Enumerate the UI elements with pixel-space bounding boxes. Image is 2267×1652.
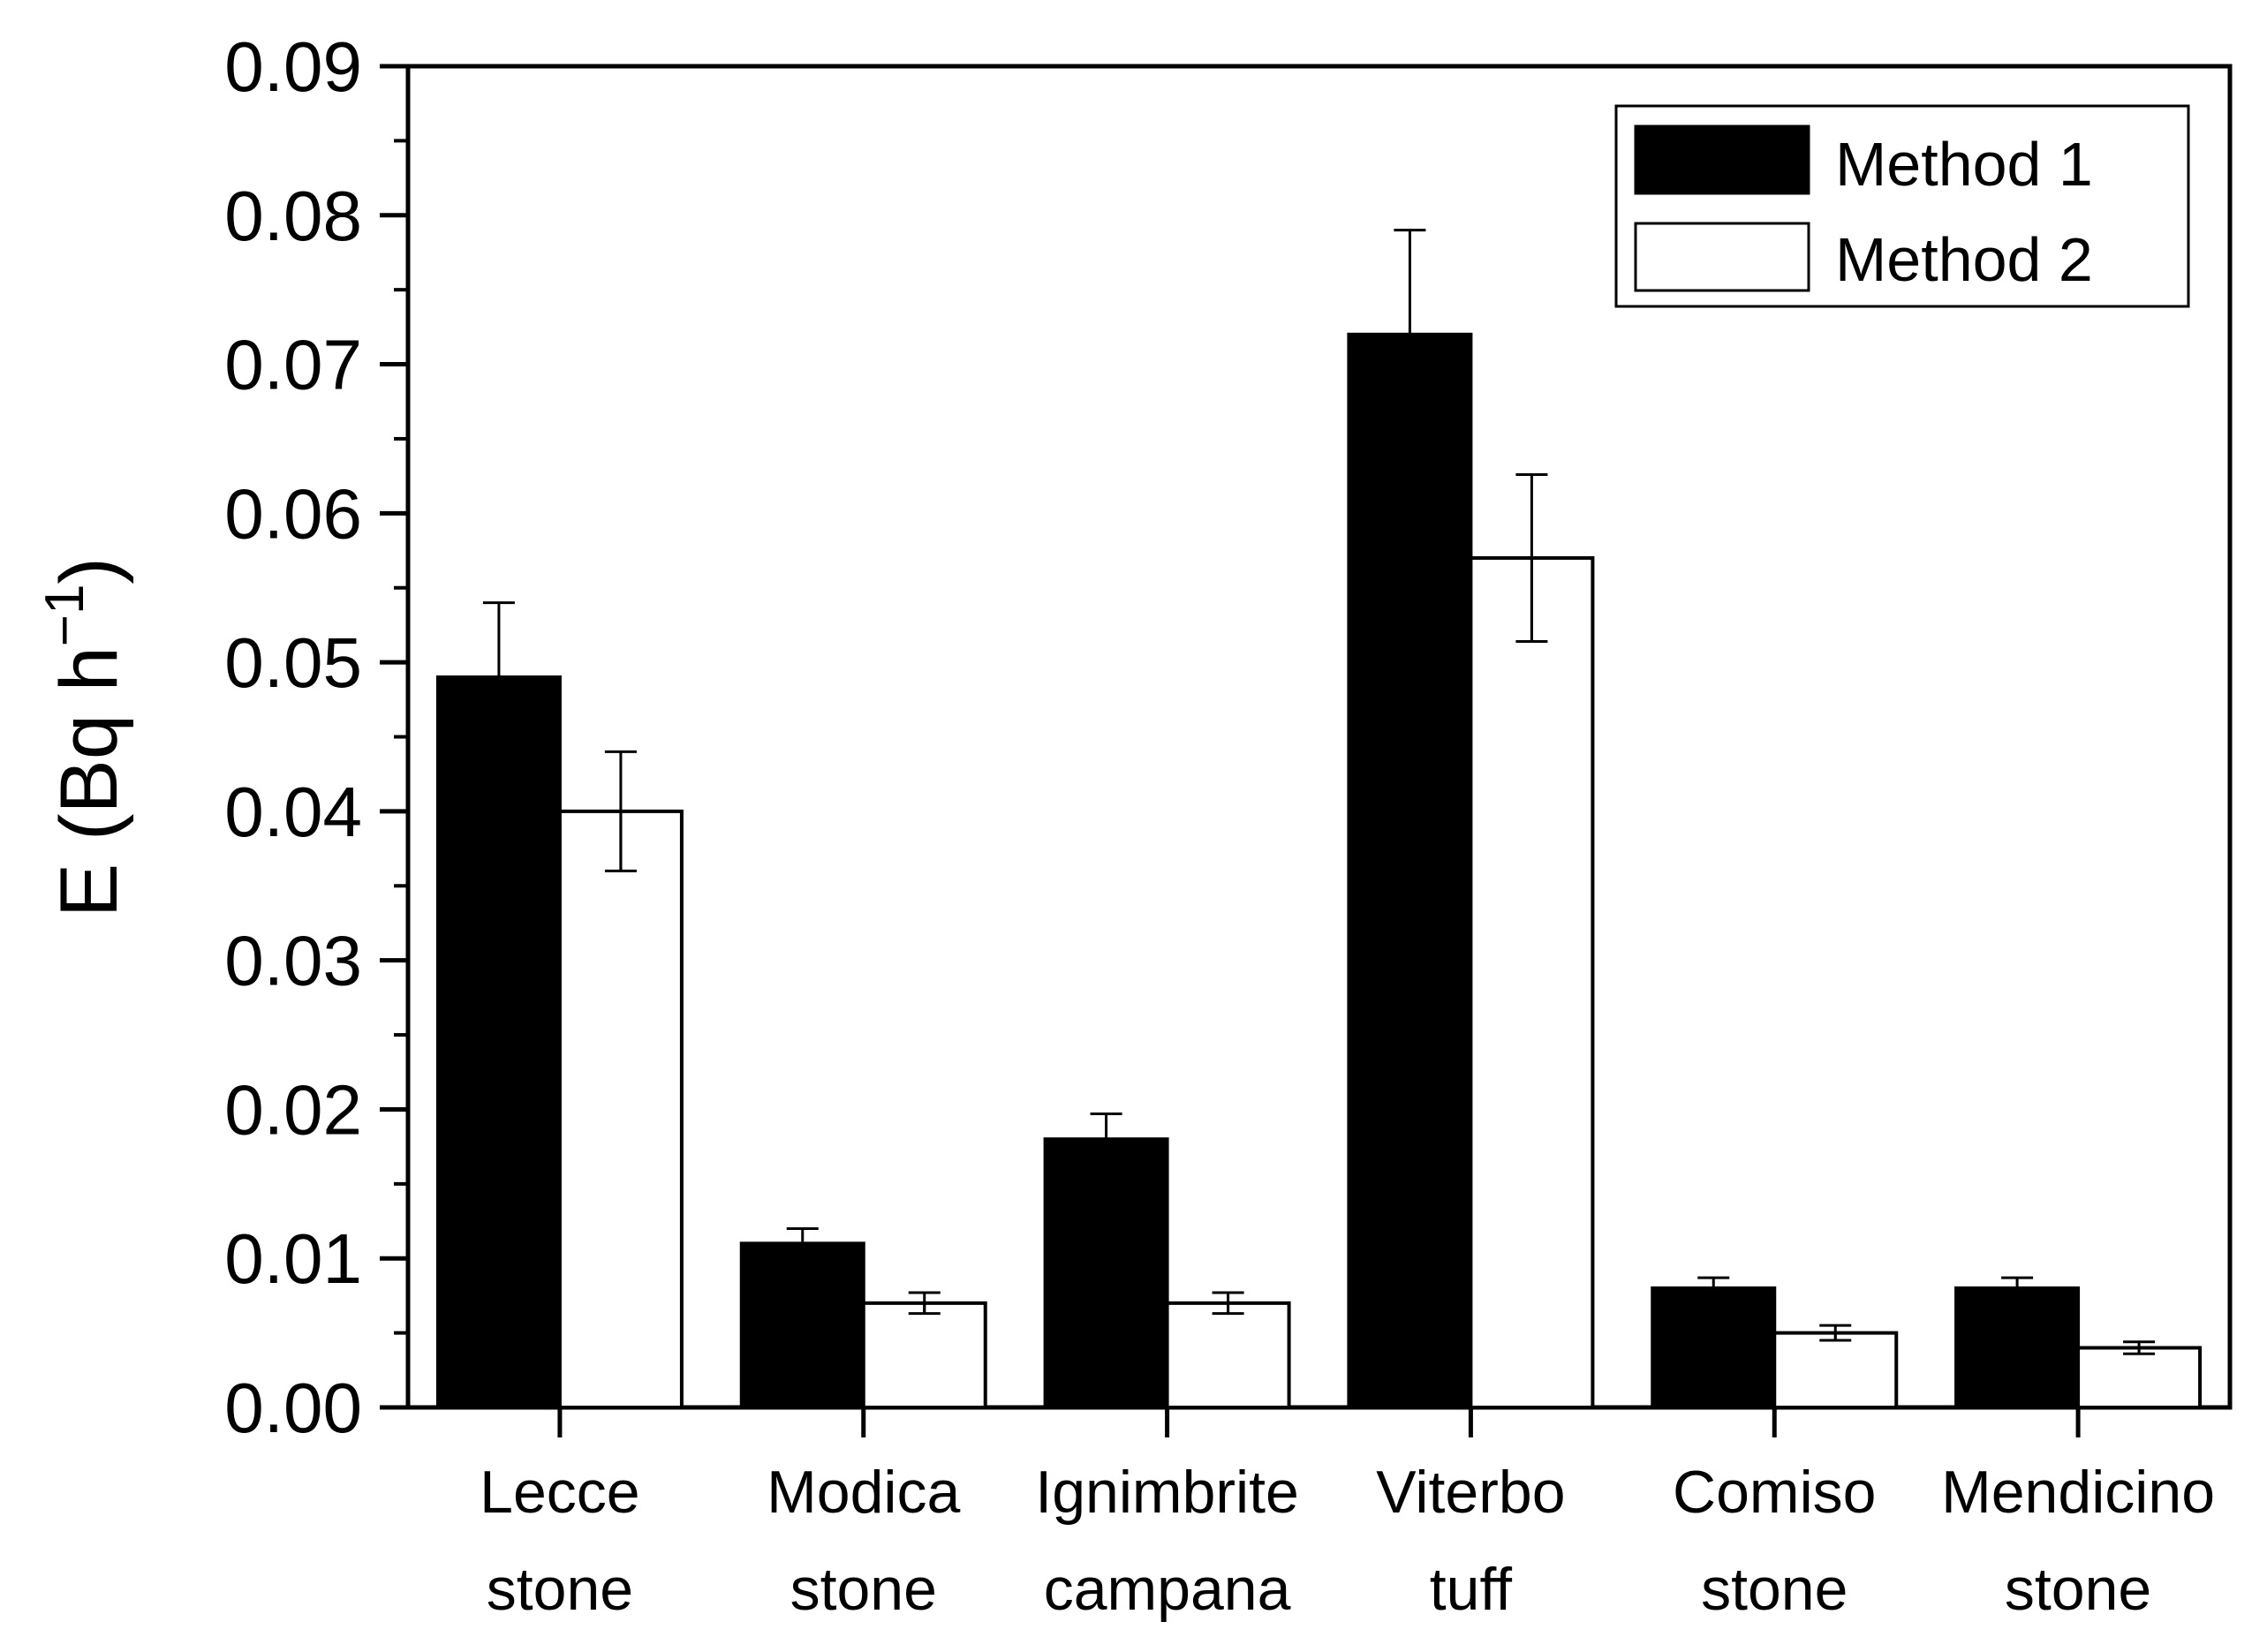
bars bbox=[435, 332, 2203, 1410]
category-labels: Lecce stone Modica stone Ignimbrite campana Vi… bbox=[480, 1459, 2215, 1623]
x-tick-label: Comiso bbox=[1673, 1459, 1877, 1526]
x-tick-label: campana bbox=[1044, 1556, 1291, 1623]
legend: Method 1 Method 2 bbox=[1614, 104, 2190, 308]
bar-method-2 bbox=[1165, 1301, 1291, 1410]
legend-label-method-2: Method 2 bbox=[1835, 225, 2093, 294]
bar-method-1 bbox=[1651, 1286, 1777, 1409]
x-tick-label: stone bbox=[2005, 1556, 2151, 1623]
y-tick-label: 0.06 bbox=[224, 474, 362, 553]
x-tick-label: Ignimbrite bbox=[1035, 1459, 1299, 1526]
x-tick-label: stone bbox=[487, 1556, 633, 1623]
y-tick-label: 0.03 bbox=[224, 922, 362, 1000]
y-tick-label: 0.09 bbox=[224, 27, 362, 106]
y-tick-label: 0.00 bbox=[224, 1369, 362, 1447]
y-tick-label: 0.07 bbox=[224, 326, 362, 404]
bar-method-1 bbox=[1954, 1286, 2081, 1409]
x-tick-label: stone bbox=[790, 1556, 937, 1623]
bar-method-2 bbox=[861, 1301, 987, 1410]
y-tick-label: 0.05 bbox=[224, 623, 362, 702]
legend-swatch-method-2 bbox=[1634, 222, 1810, 292]
bar-method-1 bbox=[1347, 332, 1473, 1409]
x-tick-label: Modica bbox=[767, 1459, 960, 1526]
bar-method-2 bbox=[557, 809, 684, 1409]
y-axis: 0.00 0.01 0.02 0.03 0.04 0.05 0.06 0.07 0.08 0.09 bbox=[224, 27, 408, 1447]
bar-method-2 bbox=[1772, 1331, 1899, 1409]
x-tick-label: stone bbox=[1701, 1556, 1848, 1623]
legend-label-method-1: Method 1 bbox=[1835, 130, 2093, 199]
bar-method-1 bbox=[739, 1241, 865, 1410]
x-tick-label: Viterbo bbox=[1376, 1459, 1565, 1526]
bar-method-1 bbox=[1043, 1137, 1169, 1409]
y-tick-label: 0.01 bbox=[224, 1219, 362, 1298]
bar-method-1 bbox=[435, 675, 562, 1409]
y-axis-title: E (Bq h−1) bbox=[34, 557, 134, 917]
x-tick-label: tuff bbox=[1430, 1556, 1512, 1623]
x-tick-label: Lecce bbox=[480, 1459, 639, 1526]
x-axis bbox=[557, 1407, 2081, 1437]
y-tick-label: 0.08 bbox=[224, 177, 362, 255]
bar-method-2 bbox=[2076, 1346, 2203, 1409]
bar-method-2 bbox=[1469, 555, 1595, 1409]
x-tick-label: Mendicino bbox=[1941, 1459, 2215, 1526]
legend-swatch-method-1 bbox=[1634, 124, 1810, 195]
y-tick-label: 0.02 bbox=[224, 1070, 362, 1149]
error-bars bbox=[482, 229, 2156, 1355]
y-tick-label: 0.04 bbox=[224, 773, 362, 851]
